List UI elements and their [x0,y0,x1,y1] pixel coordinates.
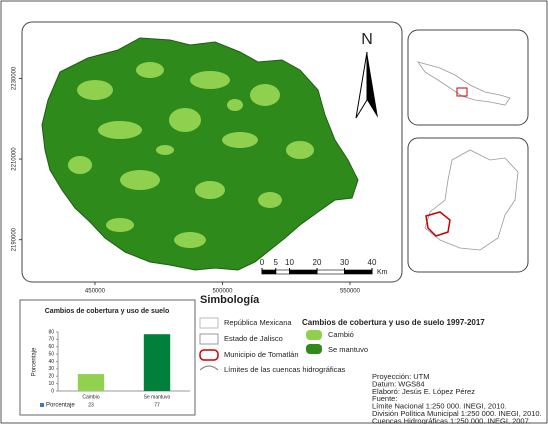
x-tick-label: Se mantuvo [144,394,171,400]
x-tick-label: Cambio [82,394,99,400]
legend-title: Simbología [200,294,260,306]
table-series-name: Porcentaje [46,403,75,409]
y-tick-label: 10 [48,381,54,387]
north-label: N [361,31,373,48]
north-arrow [355,51,368,119]
y-tick-label: 60 [48,344,54,350]
cover-item: Se mantuvo [328,345,368,354]
bar [143,334,171,391]
info-line: Elaboró: Jesús E. López Pérez [372,387,475,396]
chart-title: Cambios de cobertura y uso de suelo [45,308,169,315]
jalisco-outline [424,149,519,251]
y-tick-label: 50 [48,351,54,357]
map-y-label: 2210000 [12,147,18,171]
info-line: Datum: WGS84 [372,379,425,388]
tomatlan-outline [425,211,451,237]
legend-icon [199,317,219,329]
scale-label: 0 [260,258,265,267]
y-axis-label: Porcentaje [32,347,38,376]
map-x-label: 500000 [212,289,233,295]
inset-mexico [407,29,529,126]
scale-label: 5 [274,258,279,267]
legend-icon [199,349,219,361]
y-tick-label: 0 [51,388,54,394]
scale-label: 30 [340,258,349,267]
scale-label: 40 [368,258,377,267]
y-tick-label: 80 [48,329,54,335]
scale-unit: Km [377,269,388,276]
scale-segment [316,269,345,275]
info-line: Proyección: UTM [372,372,430,381]
map-y-label: 2190000 [12,227,18,251]
legend-item: Límites de las cuencas hidrográficas [224,365,346,374]
legend-icon [199,333,219,345]
y-tick-label: 20 [48,374,54,380]
info-line: División Política Municipal 1:250 000. I… [372,409,542,418]
inset-jalisco [407,137,529,273]
legend-item: República Mexicana [224,318,292,327]
table-value: 77 [154,402,160,408]
y-tick-label: 40 [48,359,54,365]
scale-segment [344,269,373,275]
cover-item: Cambió [328,330,354,339]
cover-title: Cambios de cobertura y uso de suelo 1997… [302,318,485,327]
scale-segment [289,269,318,275]
legend-item: Estado de Jalisco [224,334,283,343]
scale-label: 10 [285,258,294,267]
map-y-label: 2230000 [12,66,18,90]
changed-patches [68,62,314,248]
y-tick-label: 70 [48,337,54,343]
cover-icon [306,344,322,354]
cover-icon [306,330,322,340]
mexico-outline [417,61,511,106]
scale-segment [261,269,277,275]
table-key [40,403,44,407]
mexico-highlight [456,87,468,97]
info-line: Fuente: [372,394,397,403]
scale-segment [275,269,290,275]
legend-item: Municipio de Tomatlán [224,350,299,359]
map-x-label: 450000 [85,289,106,295]
table-value: 23 [88,402,94,408]
scale-label: 20 [313,258,322,267]
info-line: Cuencas Hidrográficas 1:250 000. INEGI, … [372,416,531,424]
y-tick-label: 30 [48,366,54,372]
legend-icon [199,365,219,371]
map-x-label: 550000 [340,289,361,295]
north-arrow [367,52,378,118]
info-line: Límite Nacional 1:250 000. INEGI, 2010. [372,402,507,411]
bar [77,374,105,391]
